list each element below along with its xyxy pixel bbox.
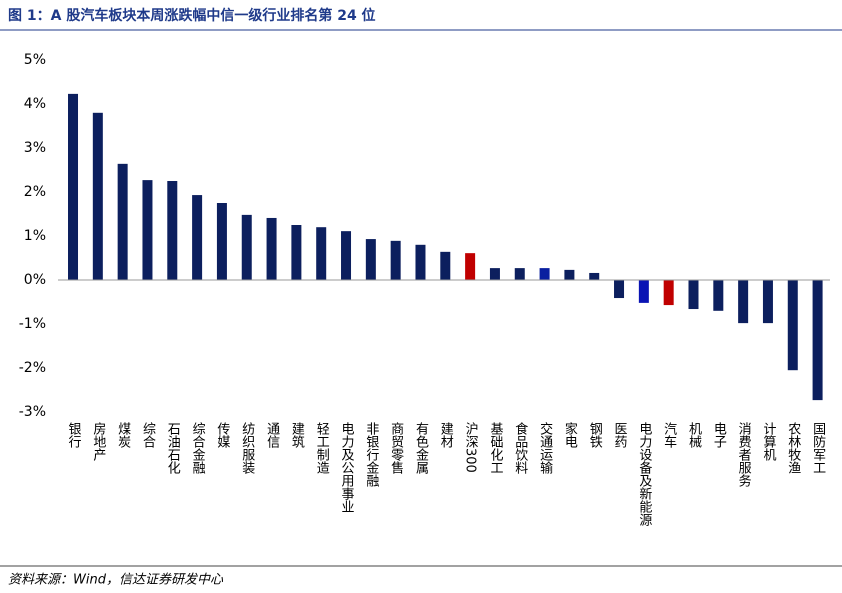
- x-tick-label: 食品饮料: [512, 421, 528, 474]
- chart-title: 图 1：A 股汽车板块本周涨跌幅中信一级行业排名第 24 位: [8, 7, 376, 24]
- bar: [415, 244, 426, 280]
- x-tick-label: 建筑: [289, 422, 305, 449]
- x-tick-label: 机械: [686, 422, 702, 448]
- x-tick-label: 传媒: [214, 422, 230, 448]
- x-tick-label: 商贸零售: [388, 422, 404, 474]
- bar: [564, 269, 575, 280]
- x-tick-label: 医药: [612, 422, 628, 448]
- x-tick-label: 石油石化: [165, 422, 181, 475]
- x-tick-label: 建材: [438, 422, 454, 448]
- x-tick-label: 电子: [711, 422, 727, 448]
- x-tick-label: 综合金融: [190, 422, 206, 474]
- bar: [465, 253, 476, 280]
- x-tick-label: 有色金属: [413, 422, 429, 475]
- x-tick-label: 轻工制造: [314, 422, 330, 475]
- bar: [192, 195, 203, 280]
- bar: [365, 239, 376, 280]
- x-tick-label: 电力设备及新能源: [636, 422, 652, 526]
- bar: [713, 280, 724, 311]
- bar: [291, 225, 302, 280]
- y-tick-label: 1%: [24, 228, 46, 244]
- bar: [241, 214, 252, 280]
- bar: [762, 280, 773, 324]
- bar: [589, 272, 600, 280]
- bar: [663, 280, 674, 306]
- bar: [390, 240, 401, 280]
- x-tick-label: 房地产: [90, 421, 106, 462]
- x-tick-label: 交通运输: [537, 421, 553, 474]
- y-tick-label: -1%: [19, 316, 46, 332]
- bar: [216, 203, 227, 280]
- bar: [812, 280, 823, 401]
- y-tick-label: 2%: [24, 184, 46, 200]
- y-tick-label: 0%: [24, 272, 46, 288]
- x-tick-label: 钢铁: [587, 422, 603, 448]
- bar: [440, 251, 451, 280]
- x-tick-label: 通信: [264, 422, 280, 448]
- bar: [514, 268, 525, 280]
- x-tick-label: 家电: [562, 421, 578, 448]
- y-tick-label: 5%: [24, 52, 46, 68]
- x-tick-label: 汽车: [661, 422, 677, 448]
- x-tick-label: 沪深300: [463, 421, 479, 472]
- bar: [787, 280, 798, 371]
- bar: [117, 163, 128, 280]
- bar: [142, 180, 153, 280]
- bar: [167, 181, 178, 280]
- y-tick-label: 4%: [24, 96, 46, 112]
- x-tick-label: 煤炭: [115, 422, 130, 449]
- bar: [341, 231, 352, 280]
- x-tick-label: 非银行金融: [363, 422, 379, 487]
- bar: [68, 93, 79, 280]
- x-tick-label: 电力及公用事业: [339, 422, 355, 513]
- bar: [92, 112, 103, 280]
- x-tick-label: 国防军工: [810, 422, 826, 474]
- y-tick-label: -2%: [19, 360, 46, 376]
- bar: [266, 217, 277, 280]
- bar: [539, 268, 550, 280]
- x-tick-label: 计算机: [760, 422, 776, 462]
- source-note: 资料来源：Wind，信达证券研发中心: [8, 573, 224, 588]
- bar: [738, 280, 749, 324]
- x-tick-label: 综合: [140, 422, 156, 448]
- x-tick-label: 消费者服务: [736, 422, 752, 487]
- x-tick-label: 农林牧渔: [785, 422, 801, 474]
- bar: [489, 268, 500, 280]
- y-tick-label: -3%: [19, 404, 46, 420]
- x-tick-label: 银行: [66, 422, 82, 449]
- bar: [688, 280, 699, 310]
- bar: [614, 280, 625, 299]
- x-tick-label: 纺织服装: [239, 422, 255, 474]
- x-tick-label: 基础化工: [487, 422, 503, 474]
- y-tick-label: 3%: [24, 140, 46, 156]
- bar: [316, 227, 327, 280]
- bar: [638, 280, 649, 303]
